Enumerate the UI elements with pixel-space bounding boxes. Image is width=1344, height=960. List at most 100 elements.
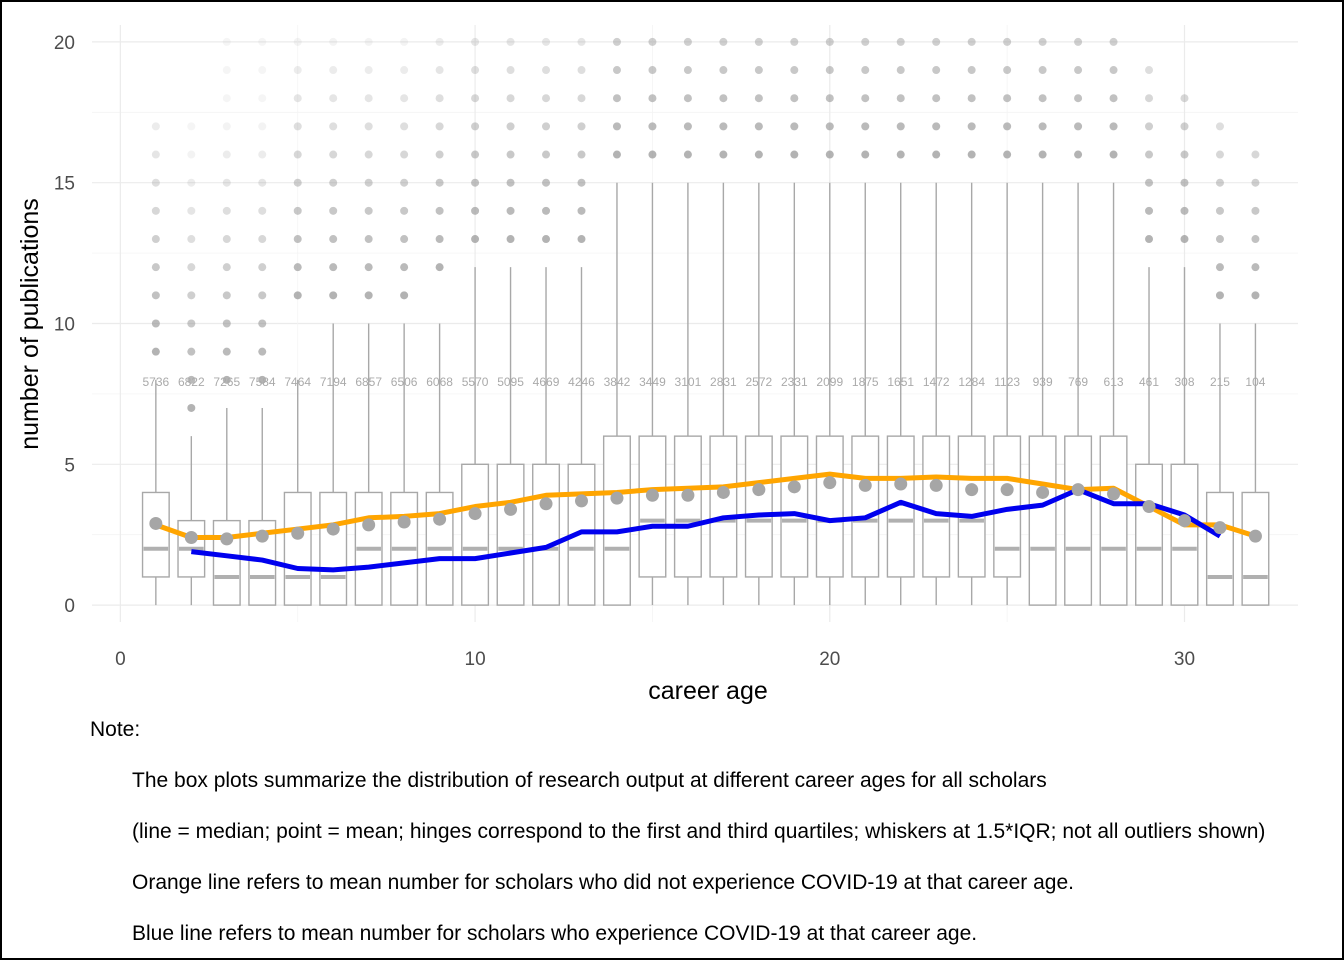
x-tick-label: 30 [1174,649,1195,670]
outlier-point [364,291,373,300]
outlier-point [1215,150,1224,159]
outlier-point [577,150,586,159]
count-label: 6857 [355,375,382,389]
count-label: 6822 [178,375,205,389]
outlier-point [648,37,657,46]
box-iqr [283,491,312,606]
outlier-point [1074,66,1083,75]
outlier-point [187,319,196,328]
outlier-point [471,235,480,244]
count-label: 2099 [816,375,843,389]
outlier-point [329,263,338,272]
count-label: 1284 [958,375,985,389]
outlier-point [683,150,692,159]
outlier-point [719,122,728,131]
count-label: 769 [1068,375,1088,389]
count-label: 613 [1104,375,1124,389]
count-label: 5570 [462,375,489,389]
outlier-point [719,94,728,103]
outlier-point [222,66,231,75]
outlier-point [1109,122,1118,131]
outlier-point [329,37,338,46]
outlier-point [825,37,834,46]
outlier-point [612,150,621,159]
outlier-point [1145,150,1154,159]
outlier-point [293,206,302,215]
count-label: 1875 [852,375,879,389]
outlier-point [258,206,267,215]
outlier-point [364,66,373,75]
count-label: 6068 [426,375,453,389]
outlier-point [364,122,373,131]
outlier-point [1180,150,1189,159]
outlier-point [1145,206,1154,215]
outlier-point [577,37,586,46]
outlier-point [293,178,302,187]
count-label: 1472 [923,375,950,389]
count-label: 1651 [887,375,914,389]
outlier-point [471,206,480,215]
outlier-point [435,206,444,215]
box-iqr [709,435,738,578]
outlier-point [648,94,657,103]
outlier-point [506,178,515,187]
y-axis-title: number of publications [16,198,44,450]
outlier-point [542,37,551,46]
outlier-point [932,94,941,103]
outlier-point [400,94,409,103]
outlier-point [542,235,551,244]
outlier-point [435,178,444,187]
outlier-point [683,37,692,46]
outlier-point [1145,122,1154,131]
outlier-point [1180,206,1189,215]
outlier-point [506,235,515,244]
mean-point [1142,500,1156,514]
outlier-point [1251,235,1260,244]
count-label: 7464 [284,375,311,389]
outlier-point [1215,178,1224,187]
box-iqr [496,463,525,606]
outlier-point [400,291,409,300]
outlier-point [577,66,586,75]
outlier-point [151,319,160,328]
count-label: 3842 [604,375,631,389]
outlier-point [1145,94,1154,103]
y-tick-label: 20 [54,33,75,54]
outlier-point [542,94,551,103]
outlier-point [1074,94,1083,103]
outlier-point [861,150,870,159]
outlier-point [364,94,373,103]
outlier-point [1145,66,1154,75]
outlier-point [364,206,373,215]
outlier-point [187,178,196,187]
outlier-point [293,94,302,103]
outlier-point [400,235,409,244]
outlier-point [612,37,621,46]
outlier-point [293,37,302,46]
outlier-point [222,178,231,187]
outlier-point [293,235,302,244]
outlier-point [1109,37,1118,46]
outlier-point [1180,178,1189,187]
count-label: 7265 [213,375,240,389]
count-label: 939 [1033,375,1053,389]
outlier-point [1109,150,1118,159]
outlier-point [648,66,657,75]
mean-points [149,476,1262,546]
outlier-point [932,122,941,131]
box-iqr [638,435,667,578]
outlier-point [1180,94,1189,103]
outlier-point [1038,150,1047,159]
outlier-point [1109,94,1118,103]
mean-point [1036,485,1050,499]
outlier-point [151,235,160,244]
outlier-point [151,263,160,272]
outlier-point [258,94,267,103]
outlier-point [435,122,444,131]
outlier-point [967,37,976,46]
outlier-point [222,122,231,131]
mean-point [681,488,695,502]
sample-size-labels: 5736 6822 7265 7584 7464 7194 6857 6506 6068 5570… [142,375,1265,389]
outlier-point [258,375,267,384]
y-tick-label: 0 [64,596,75,617]
